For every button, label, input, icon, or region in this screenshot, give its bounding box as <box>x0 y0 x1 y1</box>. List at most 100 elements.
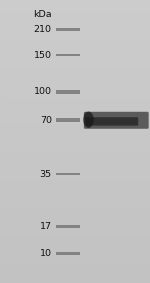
Bar <box>0 123 150 125</box>
Bar <box>0 40 150 42</box>
Bar <box>0 156 150 158</box>
Bar <box>0 149 150 151</box>
Bar <box>0 99 150 101</box>
Bar <box>0 85 150 87</box>
Bar <box>0 83 150 85</box>
Text: 150: 150 <box>34 51 52 60</box>
Bar <box>56 252 80 255</box>
Bar <box>0 59 150 61</box>
Bar <box>0 35 150 38</box>
Bar <box>0 106 150 108</box>
Bar <box>0 16 150 19</box>
Bar <box>0 207 150 210</box>
Bar <box>0 229 150 231</box>
Bar <box>0 182 150 184</box>
Bar <box>0 224 150 226</box>
Bar <box>0 170 150 172</box>
Bar <box>0 61 150 64</box>
FancyBboxPatch shape <box>84 112 149 129</box>
Bar <box>0 179 150 182</box>
Text: 10: 10 <box>40 249 52 258</box>
Bar <box>0 47 150 50</box>
Bar <box>0 94 150 97</box>
Bar <box>0 168 150 170</box>
Bar <box>0 189 150 191</box>
Bar <box>0 215 150 217</box>
Bar <box>0 5 150 7</box>
FancyBboxPatch shape <box>85 117 138 126</box>
Bar <box>0 54 150 57</box>
Bar <box>0 210 150 212</box>
Bar <box>0 26 150 28</box>
Bar <box>0 196 150 198</box>
Bar <box>0 200 150 203</box>
Bar <box>0 101 150 104</box>
Bar <box>56 225 80 228</box>
Bar <box>0 151 150 153</box>
Bar <box>0 139 150 142</box>
Bar <box>0 71 150 73</box>
Text: 70: 70 <box>40 116 52 125</box>
Bar <box>0 163 150 165</box>
Bar <box>0 222 150 224</box>
Bar <box>0 231 150 233</box>
Bar <box>0 142 150 144</box>
Bar <box>0 132 150 134</box>
Bar <box>0 264 150 267</box>
Bar <box>0 262 150 264</box>
Bar <box>0 165 150 168</box>
Bar <box>0 50 150 52</box>
Ellipse shape <box>83 112 94 128</box>
Bar <box>0 267 150 269</box>
Bar <box>0 87 150 90</box>
Bar <box>0 108 150 111</box>
Bar <box>0 14 150 16</box>
Text: 35: 35 <box>40 170 52 179</box>
Bar <box>0 146 150 149</box>
Bar <box>0 9 150 12</box>
Bar <box>0 73 150 76</box>
Bar <box>0 92 150 94</box>
Bar <box>0 19 150 21</box>
Bar <box>0 260 150 262</box>
Bar <box>0 236 150 238</box>
Bar <box>0 276 150 278</box>
Bar <box>0 127 150 130</box>
Bar <box>56 54 80 56</box>
Bar <box>0 203 150 205</box>
Bar <box>0 255 150 257</box>
Bar <box>0 198 150 200</box>
Bar <box>0 269 150 271</box>
Bar <box>56 29 80 31</box>
Bar <box>0 52 150 54</box>
Bar <box>0 0 150 2</box>
Bar <box>0 7 150 9</box>
Text: 210: 210 <box>34 25 52 34</box>
Bar <box>0 125 150 127</box>
Bar <box>0 205 150 207</box>
Text: 100: 100 <box>34 87 52 97</box>
Bar <box>0 23 150 26</box>
Bar <box>0 90 150 92</box>
Bar <box>0 281 150 283</box>
Bar <box>0 130 150 132</box>
Bar <box>0 257 150 260</box>
Bar <box>0 2 150 5</box>
Bar <box>0 66 150 68</box>
Bar <box>0 248 150 250</box>
Bar <box>0 57 150 59</box>
Bar <box>0 158 150 160</box>
Bar <box>0 217 150 219</box>
Bar <box>56 118 80 122</box>
Bar <box>0 31 150 33</box>
Bar <box>0 274 150 276</box>
Bar <box>0 212 150 215</box>
Bar <box>0 115 150 118</box>
Bar <box>0 134 150 137</box>
Bar <box>0 191 150 193</box>
Bar <box>0 80 150 83</box>
Bar <box>0 250 150 252</box>
Bar <box>0 104 150 106</box>
Bar <box>0 172 150 175</box>
Bar <box>0 68 150 71</box>
